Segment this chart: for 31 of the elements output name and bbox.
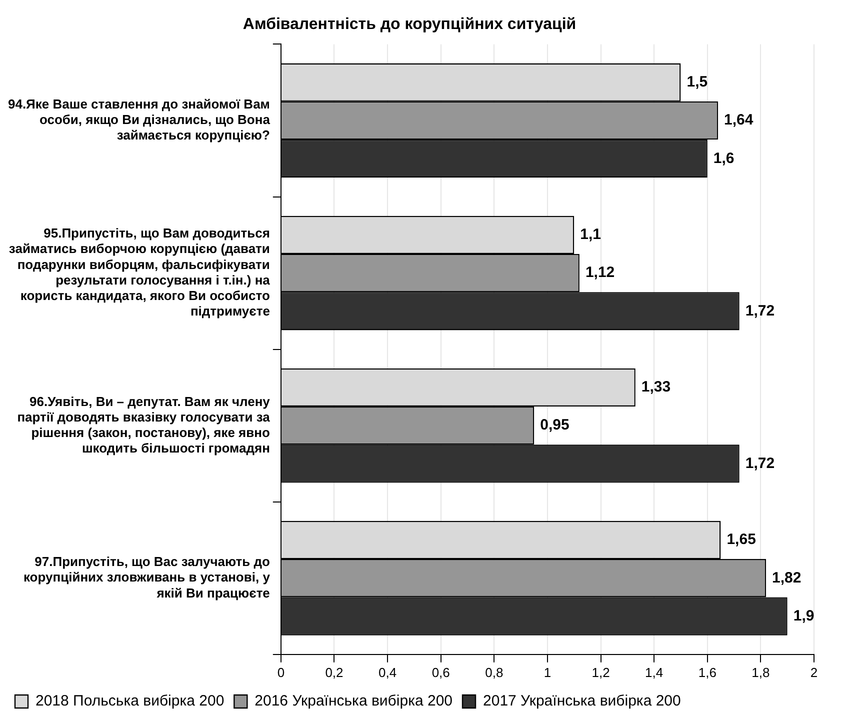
data-label: 1,1 xyxy=(580,226,601,244)
chart-title: Амбівалентність до корупційних ситуацій xyxy=(242,16,576,34)
y-tick-label: 96.Уявіть, Ви – депутат. Вам як члену партії доводять вказівку голосувати за рішення (закон, постанову), яке явно шкодить більшості громадян xyxy=(17,394,271,456)
data-label: 1,6 xyxy=(713,150,734,167)
y-tick-label: 94.Яке Ваше ставлення до знайомої Вам особи, якщо Ви дізнались, що Вона займається корупцією? xyxy=(8,96,271,143)
legend-label: 2017 Українська вибірка 200 xyxy=(483,692,681,710)
x-tick-label: 2 xyxy=(810,664,818,680)
data-label: 1,72 xyxy=(745,302,775,320)
x-tick-label: 1,8 xyxy=(752,664,770,680)
x-tick-label: 1,6 xyxy=(698,664,716,680)
data-label: 1,33 xyxy=(641,378,671,396)
data-label: 1,65 xyxy=(726,531,756,548)
x-tick-label: 0,6 xyxy=(432,664,450,680)
y-tick-label: 95.Припустіть, що Вам доводиться займатись виборчою корупцією (давати подарунки виборцям, фальсифікувати результати голосування і т.ін.) на користь кандидата, якого Ви особисто підтримуєте xyxy=(8,226,271,319)
x-tick-label: 1,4 xyxy=(645,664,664,680)
data-label: 1,5 xyxy=(686,73,708,90)
legend-label: 2016 Українська вибірка 200 xyxy=(254,692,453,710)
x-tick-label: 1 xyxy=(544,664,552,680)
x-tick-label: 0,4 xyxy=(378,664,397,680)
x-tick-label: 0 xyxy=(277,664,285,680)
data-label: 1,72 xyxy=(745,454,775,472)
y-tick-label: 97.Припустіть, що Вас залучають до корупційних зловживань в установі, у якій Ви працюєте xyxy=(23,554,271,600)
legend-label: 2018 Польська вибірка 200 xyxy=(36,692,224,710)
data-label: 1,64 xyxy=(724,112,754,129)
x-tick-label: 0,8 xyxy=(485,664,504,680)
data-label: 0,95 xyxy=(540,416,570,434)
x-tick-label: 1,2 xyxy=(592,664,610,680)
data-label: 1,82 xyxy=(772,569,802,586)
x-tick-label: 0,2 xyxy=(325,664,344,680)
data-label: 1,9 xyxy=(793,607,814,624)
data-label: 1,12 xyxy=(585,264,615,282)
